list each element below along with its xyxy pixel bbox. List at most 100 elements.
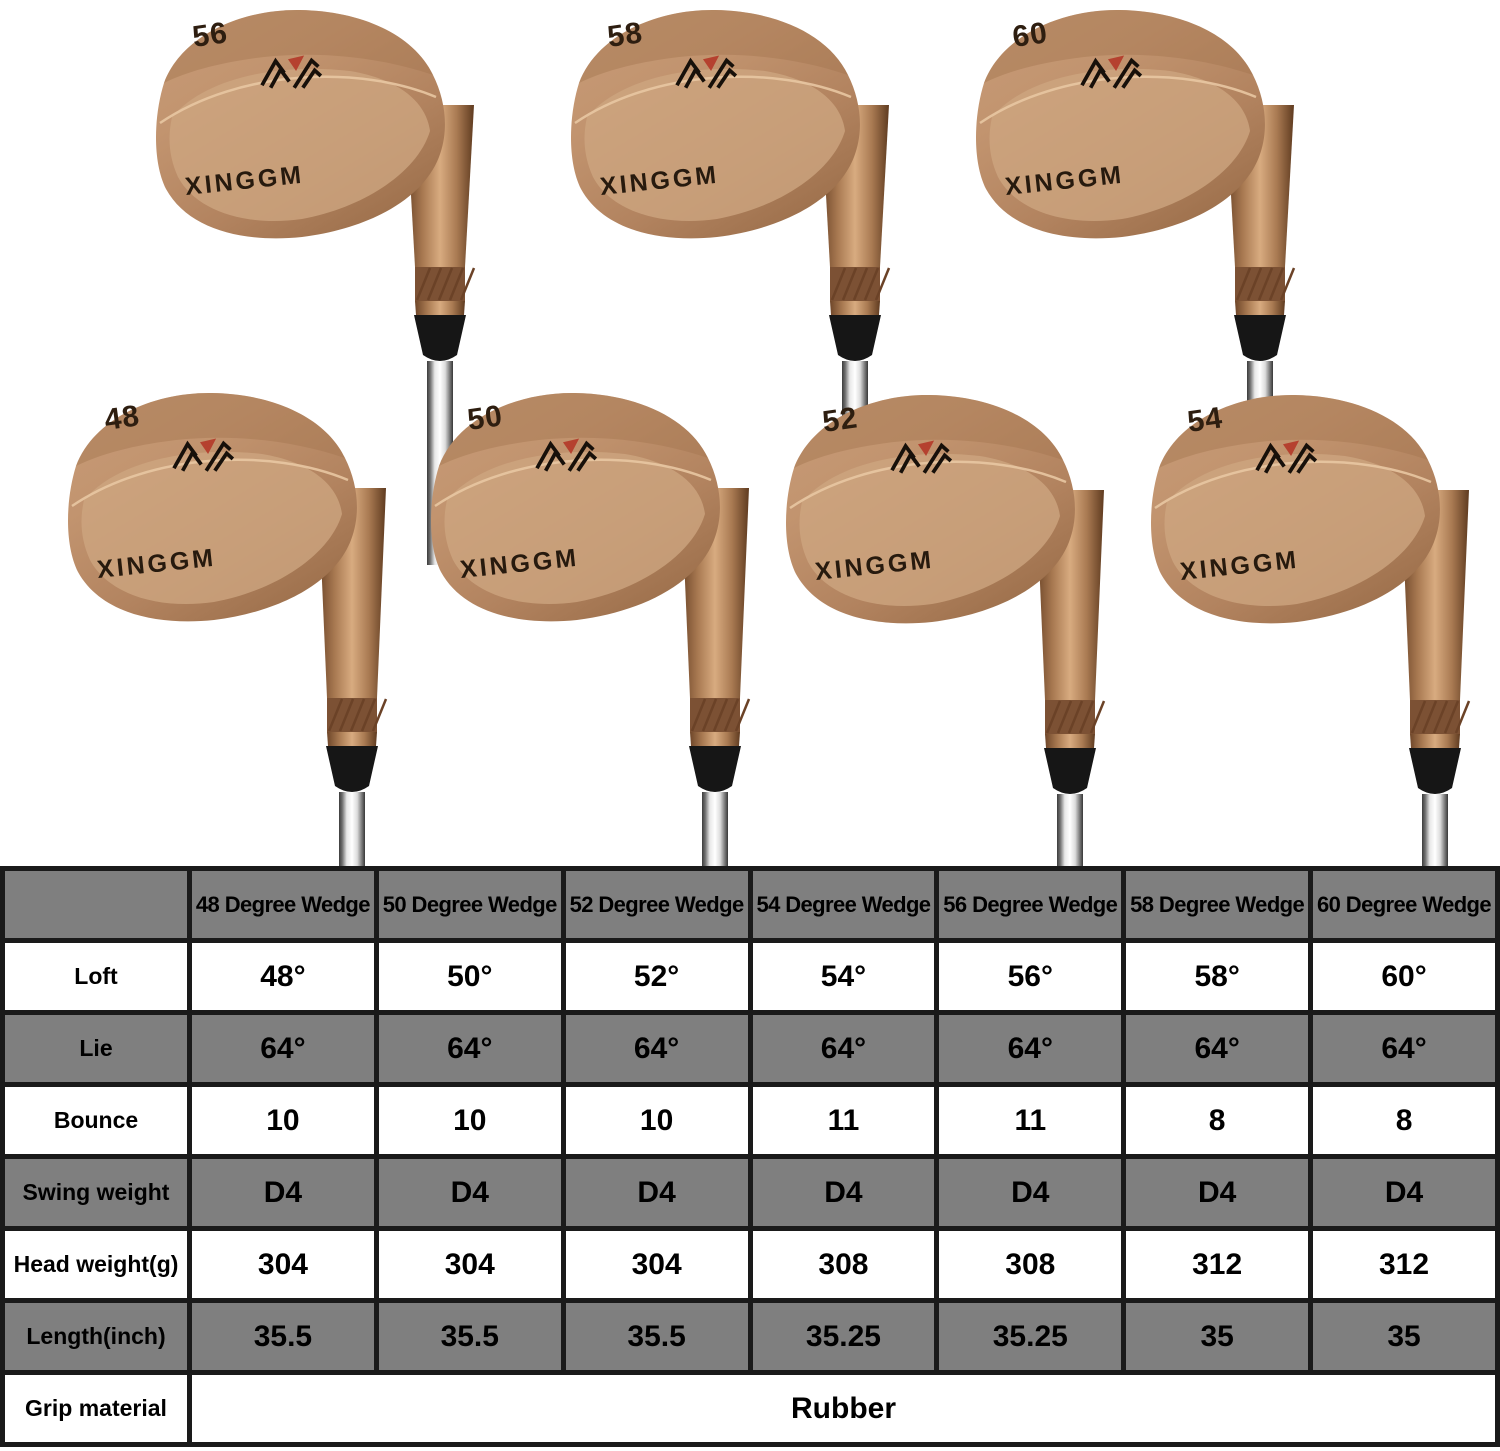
loft-number-56: 56 (190, 16, 230, 54)
wedge-club-60: 60 XINGGM (976, 9, 1296, 565)
m-chevron-logo-icon (1080, 55, 1143, 89)
loft-number-60: 60 (1010, 16, 1050, 54)
spec-row-lie: Lie 64° 64° 64° 64° 64° 64° 64° (0, 1010, 1500, 1087)
loft-number-48: 48 (102, 399, 142, 437)
column-header: 54 Degree Wedge (747, 866, 940, 943)
spec-row-head-weight-g-: Head weight(g) 304 304 304 308 308 312 312 (0, 1226, 1500, 1303)
ferrule (326, 746, 378, 792)
ferrule (689, 746, 741, 792)
loft-number-58: 58 (605, 16, 645, 54)
spec-table: 48 Degree Wedge 50 Degree Wedge 52 Degree … (0, 866, 1500, 1447)
spec-table-section: 48 Degree Wedge 50 Degree Wedge 52 Degree … (0, 866, 1500, 1447)
spec-row-bounce: Bounce 10 10 10 11 11 8 8 (0, 1082, 1500, 1159)
wedge-club-48: 48 XINGGM (68, 392, 388, 869)
spec-value: 60° (1308, 938, 1500, 1015)
spec-value: 308 (747, 1226, 940, 1303)
chrome-shaft (1422, 794, 1448, 869)
wedge-head-48: 48 XINGGM (68, 392, 357, 622)
row-label: Bounce (0, 1082, 192, 1159)
spec-value: 10 (187, 1082, 379, 1159)
m-chevron-logo-icon (1255, 440, 1318, 474)
spec-value: Rubber (187, 1370, 1500, 1447)
spec-value: D4 (934, 1154, 1127, 1231)
loft-number-54: 54 (1185, 401, 1225, 439)
spec-value: D4 (1308, 1154, 1500, 1231)
spec-value: 35.5 (187, 1298, 379, 1375)
spec-value: 48° (187, 938, 379, 1015)
wedge-club-50: 50 XINGGM (431, 392, 751, 869)
spec-value: D4 (747, 1154, 940, 1231)
m-chevron-logo-icon (172, 438, 235, 472)
corner-cell (0, 866, 192, 943)
spec-value: 64° (187, 1010, 379, 1087)
spec-value: 304 (373, 1226, 566, 1303)
m-chevron-logo-icon (675, 55, 738, 89)
spec-value: 64° (560, 1010, 753, 1087)
spec-value: 64° (1121, 1010, 1314, 1087)
wedge-head-60: 60 XINGGM (976, 9, 1265, 239)
spec-value: 312 (1121, 1226, 1314, 1303)
spec-value: 64° (373, 1010, 566, 1087)
spec-value: 308 (934, 1226, 1127, 1303)
ferrule (414, 315, 466, 361)
spec-value: 54° (747, 938, 940, 1015)
spec-value: 35 (1121, 1298, 1314, 1375)
wedge-head-56: 56 XINGGM (156, 9, 445, 239)
spec-value: D4 (560, 1154, 753, 1231)
m-chevron-logo-icon (535, 438, 598, 472)
spec-value: 8 (1308, 1082, 1500, 1159)
wedge-club-52: 52 XINGGM (786, 394, 1106, 869)
wedge-club-54: 54 XINGGM (1151, 394, 1471, 869)
row-label: Grip material (0, 1370, 192, 1447)
spec-value: 64° (934, 1010, 1127, 1087)
wedge-head-52: 52 XINGGM (786, 394, 1075, 624)
spec-value: 56° (934, 938, 1127, 1015)
spec-row-length-inch-: Length(inch) 35.5 35.5 35.5 35.25 35.25 35 35 (0, 1298, 1500, 1375)
spec-value: 11 (747, 1082, 940, 1159)
spec-value: 304 (560, 1226, 753, 1303)
spec-row-swing-weight: Swing weight D4 D4 D4 D4 D4 D4 D4 (0, 1154, 1500, 1231)
spec-value: 64° (747, 1010, 940, 1087)
spec-value: D4 (1121, 1154, 1314, 1231)
spec-value: 35.25 (934, 1298, 1127, 1375)
ferrule (829, 315, 881, 361)
loft-number-52: 52 (820, 401, 860, 439)
wedge-head-58: 58 XINGGM (571, 9, 860, 239)
spec-value: 10 (373, 1082, 566, 1159)
header-row: 48 Degree Wedge 50 Degree Wedge 52 Degree … (0, 866, 1500, 943)
loft-number-50: 50 (465, 399, 505, 437)
column-header: 60 Degree Wedge (1308, 866, 1500, 943)
row-label: Length(inch) (0, 1298, 192, 1375)
chrome-shaft (339, 792, 365, 869)
row-label: Loft (0, 938, 192, 1015)
spec-value: 11 (934, 1082, 1127, 1159)
column-header: 50 Degree Wedge (373, 866, 566, 943)
spec-value: 35.25 (747, 1298, 940, 1375)
spec-value: D4 (373, 1154, 566, 1231)
spec-value: 10 (560, 1082, 753, 1159)
row-label: Swing weight (0, 1154, 192, 1231)
chrome-shaft (1057, 794, 1083, 869)
m-chevron-logo-icon (260, 55, 323, 89)
m-chevron-logo-icon (890, 440, 953, 474)
wedge-head-50: 50 XINGGM (431, 392, 720, 622)
column-header: 58 Degree Wedge (1121, 866, 1314, 943)
spec-value: 58° (1121, 938, 1314, 1015)
spec-value: 8 (1121, 1082, 1314, 1159)
spec-value: 35 (1308, 1298, 1500, 1375)
spec-value: 50° (373, 938, 566, 1015)
ferrule (1044, 748, 1096, 794)
row-label: Head weight(g) (0, 1226, 192, 1303)
ferrule (1409, 748, 1461, 794)
spec-value: 312 (1308, 1226, 1500, 1303)
row-label: Lie (0, 1010, 192, 1087)
ferrule (1234, 315, 1286, 361)
wedge-set-photo: 56 XINGGM 58 (68, 9, 1471, 869)
spec-row-grip-material: Grip material Rubber (0, 1370, 1500, 1447)
chrome-shaft (702, 792, 728, 869)
spec-value: 64° (1308, 1010, 1500, 1087)
column-header: 48 Degree Wedge (187, 866, 379, 943)
column-header: 56 Degree Wedge (934, 866, 1127, 943)
spec-value: 304 (187, 1226, 379, 1303)
